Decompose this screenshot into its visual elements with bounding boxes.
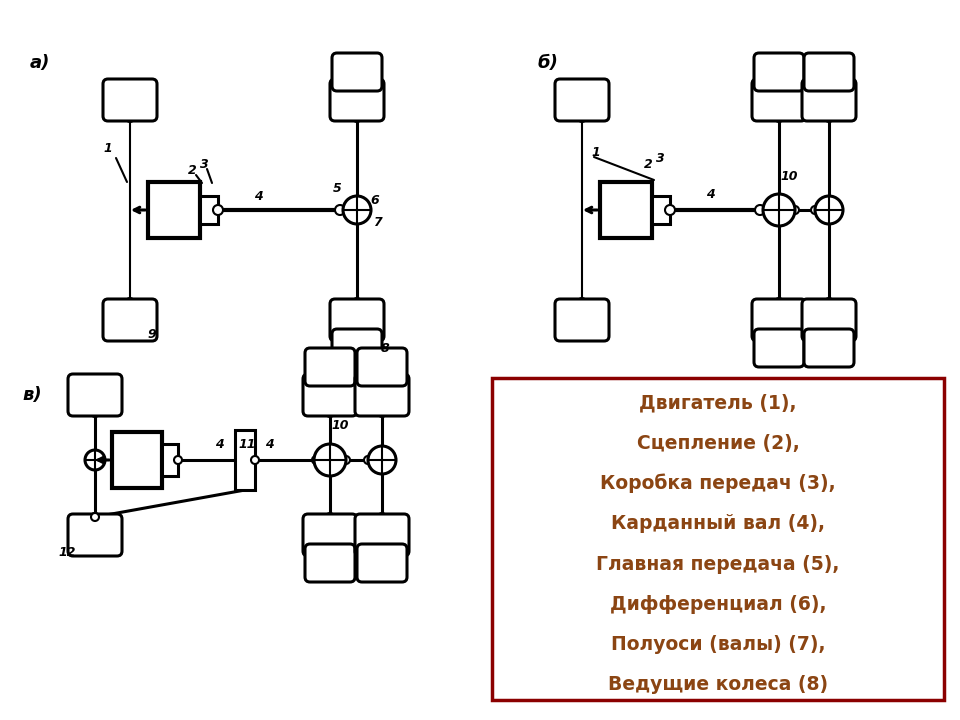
FancyBboxPatch shape — [752, 299, 806, 341]
Circle shape — [335, 205, 345, 215]
Text: в): в) — [22, 386, 41, 404]
Text: 10: 10 — [780, 169, 798, 182]
FancyBboxPatch shape — [357, 544, 407, 582]
Text: 4: 4 — [215, 438, 224, 451]
Text: а): а) — [30, 54, 50, 72]
Bar — [112, 432, 162, 488]
Text: 8: 8 — [380, 341, 390, 354]
FancyBboxPatch shape — [357, 348, 407, 386]
Text: 4: 4 — [265, 438, 274, 451]
Text: Ведущие колеса (8): Ведущие колеса (8) — [608, 675, 828, 695]
Circle shape — [791, 206, 799, 214]
Circle shape — [775, 298, 783, 306]
Circle shape — [775, 114, 783, 122]
Circle shape — [314, 444, 346, 476]
Circle shape — [251, 456, 259, 464]
Bar — [200, 196, 218, 224]
FancyBboxPatch shape — [68, 514, 122, 556]
Circle shape — [378, 513, 386, 521]
Bar — [600, 182, 652, 238]
Text: 10: 10 — [331, 418, 348, 431]
Bar — [492, 378, 944, 700]
FancyBboxPatch shape — [303, 374, 357, 416]
Text: 1: 1 — [591, 145, 600, 158]
Text: Карданный вал (4),: Карданный вал (4), — [611, 514, 825, 534]
Circle shape — [578, 298, 586, 306]
FancyBboxPatch shape — [802, 79, 856, 121]
FancyBboxPatch shape — [103, 79, 157, 121]
Circle shape — [343, 196, 371, 224]
Circle shape — [378, 409, 386, 417]
FancyBboxPatch shape — [332, 53, 382, 91]
FancyBboxPatch shape — [804, 329, 854, 367]
FancyBboxPatch shape — [752, 79, 806, 121]
FancyBboxPatch shape — [555, 79, 609, 121]
Circle shape — [825, 114, 833, 122]
Text: Полуоси (валы) (7),: Полуоси (валы) (7), — [611, 635, 826, 654]
Text: Дифференциал (6),: Дифференциал (6), — [610, 595, 827, 614]
Circle shape — [353, 114, 361, 122]
Bar — [652, 196, 670, 224]
FancyBboxPatch shape — [330, 79, 384, 121]
Circle shape — [126, 114, 134, 122]
Text: 4: 4 — [706, 187, 714, 200]
Circle shape — [755, 205, 765, 215]
Bar — [235, 430, 255, 490]
FancyBboxPatch shape — [754, 53, 804, 91]
Circle shape — [126, 298, 134, 306]
FancyBboxPatch shape — [305, 544, 355, 582]
Text: 2: 2 — [643, 158, 653, 171]
Text: 4: 4 — [253, 189, 262, 202]
Circle shape — [326, 513, 334, 521]
Circle shape — [326, 409, 334, 417]
Text: 12: 12 — [59, 546, 76, 559]
Text: 11: 11 — [238, 438, 255, 451]
FancyBboxPatch shape — [802, 299, 856, 341]
Circle shape — [213, 205, 223, 215]
FancyBboxPatch shape — [355, 374, 409, 416]
Circle shape — [763, 194, 795, 226]
Text: Двигатель (1),: Двигатель (1), — [639, 394, 797, 413]
FancyBboxPatch shape — [355, 514, 409, 556]
Circle shape — [91, 513, 99, 521]
Circle shape — [91, 513, 99, 521]
Circle shape — [342, 456, 350, 464]
Circle shape — [825, 298, 833, 306]
FancyBboxPatch shape — [103, 299, 157, 341]
Circle shape — [353, 298, 361, 306]
Circle shape — [85, 450, 105, 470]
FancyBboxPatch shape — [754, 329, 804, 367]
Text: 3: 3 — [200, 158, 208, 171]
Text: 6: 6 — [371, 194, 379, 207]
Bar — [162, 444, 178, 476]
Text: 3: 3 — [656, 151, 664, 164]
Circle shape — [665, 205, 675, 215]
Circle shape — [364, 456, 372, 464]
Text: 1: 1 — [104, 142, 112, 155]
Text: б): б) — [538, 54, 559, 72]
Text: Главная передача (5),: Главная передача (5), — [596, 554, 840, 574]
FancyBboxPatch shape — [330, 299, 384, 341]
FancyBboxPatch shape — [68, 374, 122, 416]
Circle shape — [578, 114, 586, 122]
Circle shape — [91, 409, 99, 417]
FancyBboxPatch shape — [332, 329, 382, 367]
Text: 7: 7 — [372, 215, 381, 228]
Circle shape — [174, 456, 182, 464]
Text: Сцепление (2),: Сцепление (2), — [636, 433, 800, 453]
Text: 2: 2 — [187, 163, 197, 176]
Circle shape — [312, 456, 320, 464]
FancyBboxPatch shape — [804, 53, 854, 91]
FancyBboxPatch shape — [555, 299, 609, 341]
Text: 5: 5 — [332, 181, 342, 194]
Text: Коробка передач (3),: Коробка передач (3), — [600, 474, 836, 493]
Circle shape — [368, 446, 396, 474]
Circle shape — [815, 196, 843, 224]
Text: 9: 9 — [148, 328, 156, 341]
Bar — [148, 182, 200, 238]
FancyBboxPatch shape — [305, 348, 355, 386]
FancyBboxPatch shape — [303, 514, 357, 556]
Circle shape — [811, 206, 819, 214]
